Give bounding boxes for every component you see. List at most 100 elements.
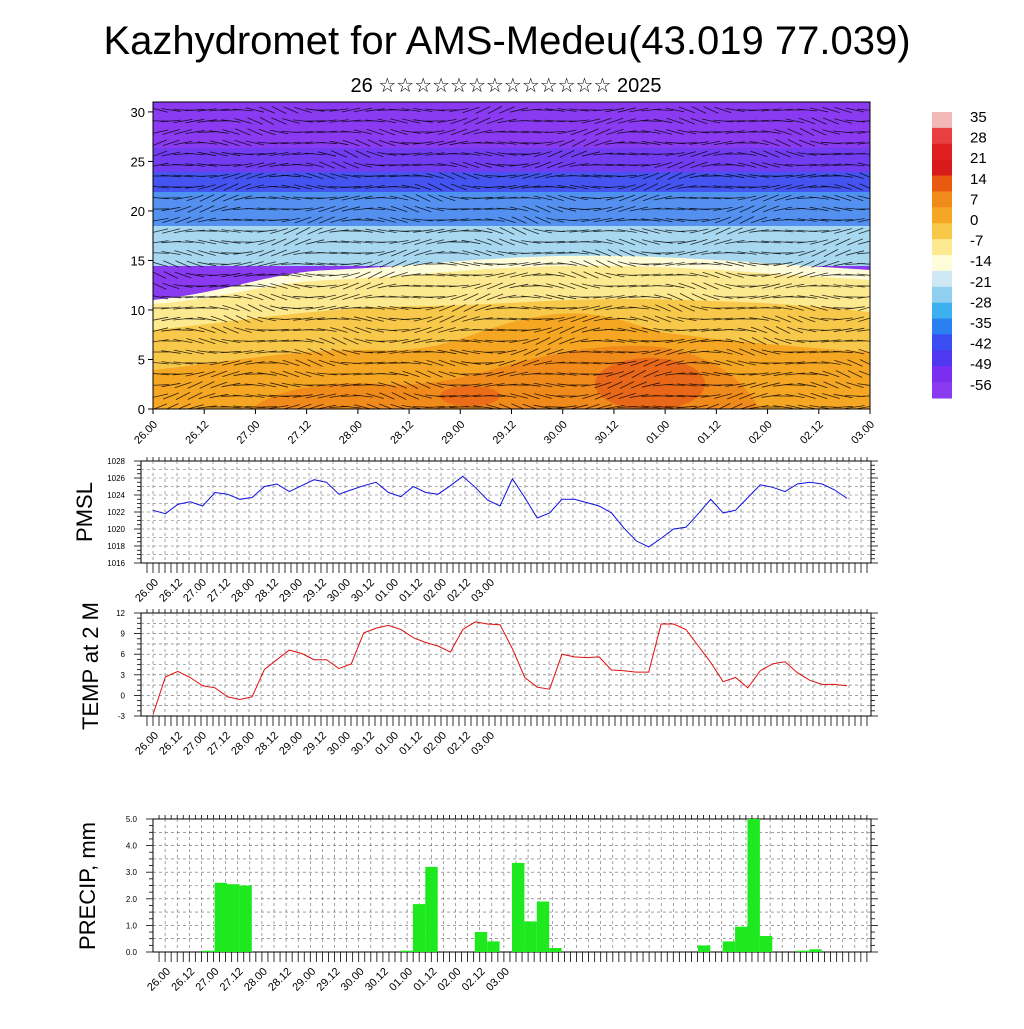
field-warm-core	[595, 358, 705, 410]
precip-bar	[239, 886, 251, 953]
x-tick-label: 27.12	[286, 419, 314, 447]
y-tick-label: 3.0	[126, 868, 138, 877]
x-tick-label: 01.00	[373, 577, 401, 605]
x-tick-label: 26.12	[157, 730, 185, 758]
chart-subtitle: 26 ☆☆☆☆☆☆☆☆☆☆☆☆☆ 2025	[351, 75, 662, 97]
precip-bar	[797, 951, 809, 952]
y-tick-label: 1020	[107, 525, 125, 534]
x-tick-label: 28.12	[266, 966, 294, 994]
colorbar-segment	[932, 319, 952, 335]
colorbar-segment	[932, 334, 952, 350]
x-tick-label: 26.12	[183, 419, 211, 447]
colorbar-label: -56	[970, 377, 992, 394]
x-tick-label: 30.00	[325, 730, 353, 758]
colorbar-label: -28	[970, 294, 992, 311]
x-tick-label: 26.00	[132, 419, 160, 447]
x-tick-label: 26.00	[133, 577, 161, 605]
x-tick-label: 28.00	[229, 730, 257, 758]
precip-bar	[487, 941, 499, 952]
x-tick-label: 29.00	[290, 966, 318, 994]
y-tick-label: 1018	[107, 542, 125, 551]
precip-bar	[227, 884, 239, 952]
x-tick-label: 27.00	[181, 730, 209, 758]
colorbar-label: -7	[970, 233, 983, 250]
x-tick-label: 01.12	[696, 419, 724, 447]
x-tick-label: 01.12	[397, 577, 425, 605]
x-tick-label: 27.12	[205, 730, 233, 758]
y-tick-label: 10	[131, 303, 145, 318]
x-tick-label: 28.00	[337, 419, 365, 447]
colorbar-label: -42	[970, 336, 992, 353]
colorbar-segment	[932, 191, 952, 207]
precip-bar	[723, 941, 735, 952]
x-tick-label: 28.12	[253, 730, 281, 758]
y-tick-label: 1024	[107, 491, 125, 500]
x-tick-label: 30.12	[349, 577, 377, 605]
colorbar-segment	[932, 112, 952, 128]
x-tick-label: 03.00	[484, 966, 512, 994]
y-tick-label: 1016	[107, 559, 125, 568]
precip-bar	[524, 921, 536, 952]
pmsl-series-line	[153, 476, 847, 547]
colorbar-label: 0	[970, 212, 978, 229]
x-tick-label: 30.00	[542, 419, 570, 447]
colorbar-label: -49	[970, 356, 992, 373]
x-tick-label: 01.12	[411, 966, 439, 994]
x-tick-label: 30.12	[349, 730, 377, 758]
x-tick-label: 27.00	[235, 419, 263, 447]
x-tick-label: 29.12	[491, 419, 519, 447]
x-tick-label: 02.00	[421, 730, 449, 758]
x-tick-label: 29.12	[301, 577, 329, 605]
y-tick-label: 12	[116, 609, 125, 618]
colorbar-label: 28	[970, 130, 987, 147]
y-tick-label: 2.0	[126, 895, 138, 904]
y-tick-label: 0	[121, 691, 126, 700]
colorbar-segment	[932, 223, 952, 239]
y-tick-label: 20	[131, 204, 145, 219]
colorbar-segment	[932, 176, 952, 192]
precip-bar	[215, 883, 227, 952]
precip-bar	[748, 819, 760, 952]
y-tick-label: 5	[138, 352, 145, 367]
colorbar-segment	[932, 382, 952, 398]
precip-bar	[760, 936, 772, 952]
x-tick-label: 30.00	[325, 577, 353, 605]
colorbar-segment	[932, 255, 952, 271]
precip-bar	[549, 948, 561, 952]
y-tick-label: 0.0	[126, 948, 138, 957]
y-tick-label: 30	[131, 105, 145, 120]
precip-bar	[512, 863, 524, 952]
precip-panel: 0.01.02.03.04.05.026.0026.1227.0027.1228…	[75, 815, 878, 994]
x-tick-label: 30.00	[339, 966, 367, 994]
x-tick-label: 26.12	[169, 966, 197, 994]
precip-bar	[537, 902, 549, 953]
x-tick-label: 29.12	[315, 966, 343, 994]
precip-bar	[475, 932, 487, 952]
colorbar-label: 14	[970, 171, 987, 188]
x-tick-label: 02.12	[445, 730, 473, 758]
x-tick-label: 29.00	[439, 419, 467, 447]
x-tick-label: 02.12	[798, 419, 826, 447]
pmsl-panel: 101610181020102210241026102826.0026.1227…	[72, 457, 878, 605]
y-tick-label: 15	[131, 253, 145, 268]
x-tick-label: 03.00	[469, 730, 497, 758]
y-tick-label: 25	[131, 154, 145, 169]
colorbar-label: -35	[970, 315, 992, 332]
chart-title: Kazhydromet for AMS-Medeu(43.019 77.039)	[103, 19, 910, 63]
temp-series-line	[153, 622, 847, 715]
y-tick-label: 1022	[107, 508, 125, 517]
x-tick-label: 02.00	[747, 419, 775, 447]
y-axis-label: PRECIP, mm	[75, 822, 100, 950]
x-tick-label: 27.00	[181, 577, 209, 605]
colorbar-segment	[932, 128, 952, 144]
x-tick-label: 03.00	[469, 577, 497, 605]
y-tick-label: 3	[121, 671, 126, 680]
x-tick-label: 30.12	[593, 419, 621, 447]
precip-bar	[413, 904, 425, 952]
x-tick-label: 01.12	[397, 730, 425, 758]
colorbar-label: 21	[970, 150, 987, 167]
colorbar-segment	[932, 366, 952, 382]
x-tick-label: 27.00	[194, 966, 222, 994]
